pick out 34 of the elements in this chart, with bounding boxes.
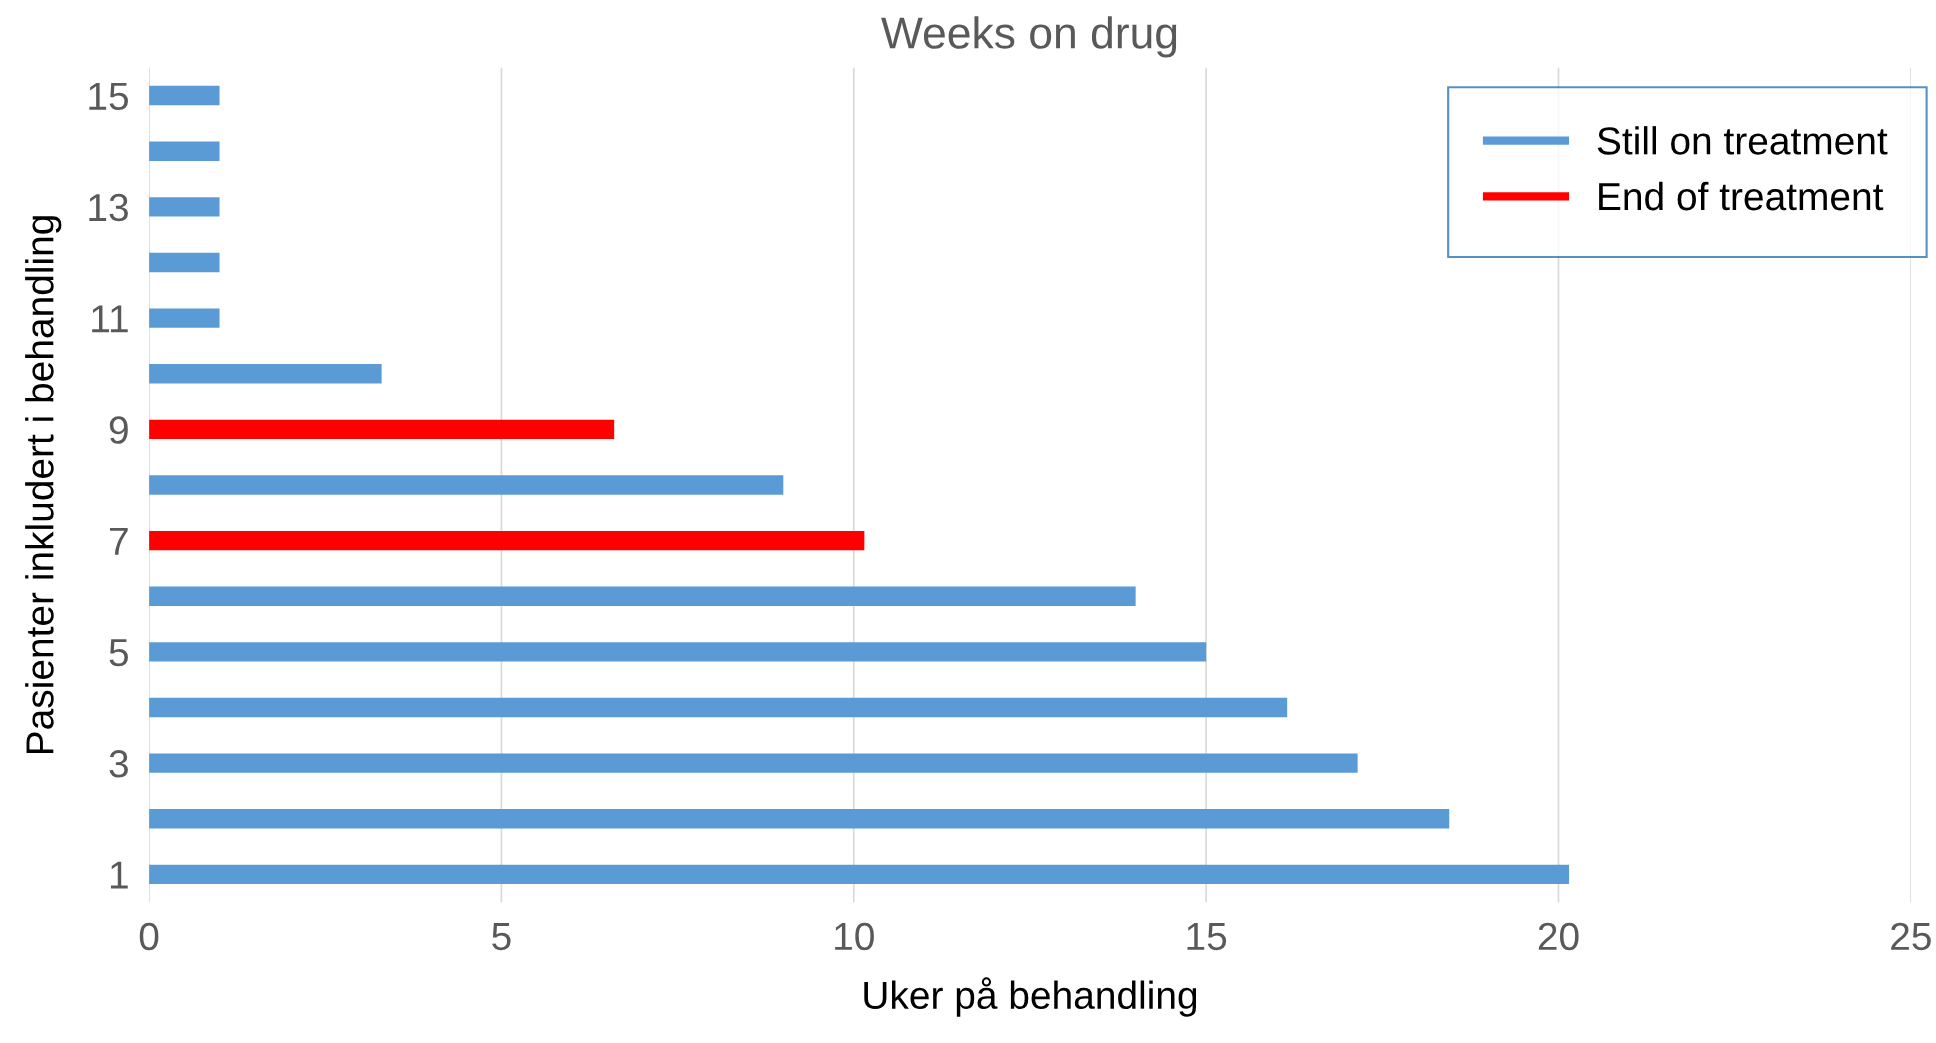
bar [149,85,220,106]
y-tick-label: 3 [109,750,128,778]
x-tick-label: 5 [492,923,511,951]
y-axis-title: Pasienter inkludert i behandling [25,216,62,754]
bar [149,586,1136,606]
bar [149,308,220,328]
bar [149,864,1570,885]
y-tick-label: 9 [109,416,128,444]
x-tick-label: 25 [1891,922,1931,951]
legend-label: End of treatment [1599,181,1884,211]
bar [149,642,1207,662]
bar [149,141,220,161]
legend-label: Still on treatment [1597,126,1888,155]
x-tick-label: 0 [139,922,159,951]
bar [149,197,220,217]
bar [149,530,865,551]
x-tick-label: 15 [1187,923,1227,951]
bar [149,697,1288,718]
bar [149,753,1358,773]
bar [149,252,220,273]
y-tick-label: 11 [92,305,128,333]
x-tick-label: 20 [1538,922,1579,951]
chart-title: Weeks on drug [881,16,1177,58]
x-tick-label: 10 [835,922,874,951]
x-axis-title: Uker på behandling [864,977,1197,1017]
bar [149,809,1450,829]
bar [149,364,382,384]
bar [149,475,784,495]
y-tick-label: 13 [89,193,128,222]
y-tick-label: 5 [109,639,128,667]
y-tick-label: 15 [89,82,128,111]
y-tick-label: 7 [109,527,128,555]
bar [149,419,615,440]
y-tick-label: 1 [110,861,128,889]
